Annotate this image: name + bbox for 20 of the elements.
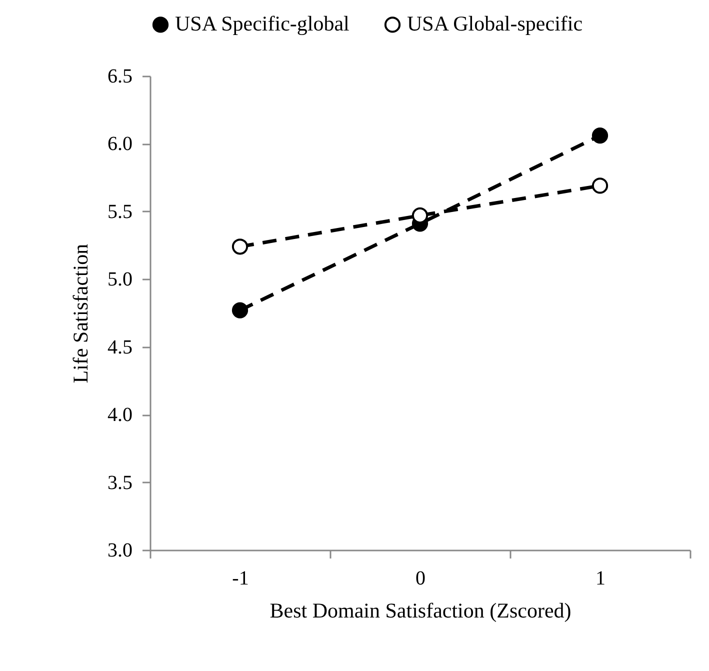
- y-axis-title: Life Satisfaction: [68, 243, 92, 384]
- x-tick-label: 0: [416, 568, 426, 590]
- point: [592, 178, 608, 194]
- point: [412, 207, 428, 224]
- y-tick-label: 6.5: [108, 66, 132, 88]
- y-tick-label: 5.0: [108, 268, 132, 291]
- y-tick-label: 4.0: [108, 404, 132, 426]
- x-tick-label: -1: [232, 568, 249, 590]
- y-tick-label: 3.0: [108, 540, 132, 562]
- point: [232, 238, 248, 255]
- y-tick-label: 3.5: [108, 472, 132, 494]
- legend-label: USA Global-specific: [407, 12, 583, 36]
- x-tick-label: 1: [596, 568, 606, 590]
- x-axis-title: Best Domain Satisfaction (Zscored): [270, 598, 572, 622]
- point: [232, 302, 248, 318]
- y-tick-label: 4.5: [108, 336, 132, 358]
- legend-label: USA Specific-global: [175, 12, 350, 36]
- point: [592, 128, 608, 144]
- y-tick-label: 5.5: [108, 200, 132, 223]
- y-tick-label: 6.0: [108, 133, 132, 156]
